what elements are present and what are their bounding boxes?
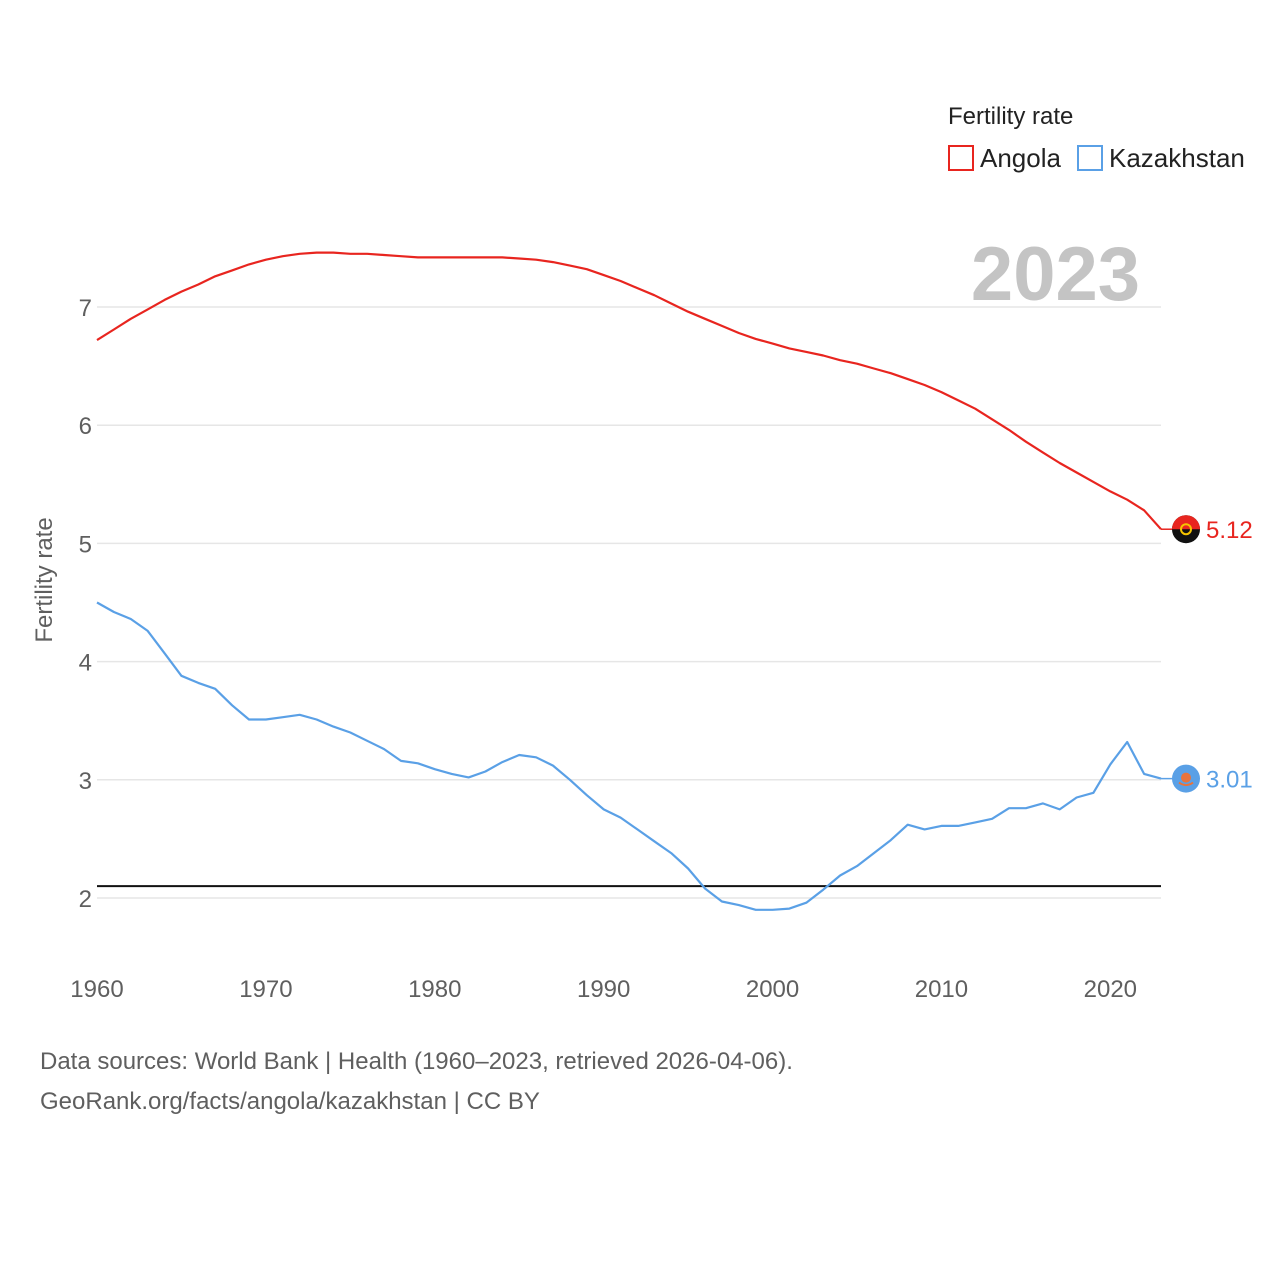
footer-source: Data sources: World Bank | Health (1960–… — [40, 1048, 793, 1075]
y-tick-label-4: 4 — [79, 650, 92, 677]
legend-entries: Angola Kazakhstan — [948, 143, 1245, 173]
grid-lines — [97, 306, 1161, 899]
y-tick-label-3: 3 — [79, 768, 92, 795]
y-tick-label-6: 6 — [79, 413, 92, 440]
x-axis-ticks: 1960 1970 1980 1990 2000 2010 2020 — [70, 976, 1137, 1003]
series-line-kazakhstan — [96, 601, 1162, 911]
x-tick-label-2020: 2020 — [1084, 976, 1137, 1003]
legend-label-kazakhstan: Kazakhstan — [1109, 143, 1245, 173]
x-tick-label-2010: 2010 — [915, 976, 968, 1003]
footer-license: GeoRank.org/facts/angola/kazakhstan | CC… — [40, 1088, 540, 1115]
legend: Fertility rate Angola Kazakhstan — [948, 103, 1245, 173]
legend-title: Fertility rate — [948, 103, 1073, 130]
x-tick-label-1990: 1990 — [577, 976, 630, 1003]
angola-flag-marker — [1172, 515, 1200, 544]
legend-label-angola: Angola — [980, 143, 1061, 173]
end-markers: 5.12 3.01 — [1161, 515, 1253, 794]
legend-swatch-kazakhstan — [1077, 145, 1103, 171]
y-tick-label-5: 5 — [79, 531, 92, 558]
year-overlay: 2023 — [971, 232, 1140, 317]
legend-entry-angola: Angola — [948, 143, 1061, 173]
y-tick-label-2: 2 — [79, 886, 92, 913]
series-line-angola — [96, 251, 1162, 530]
y-axis-ticks: 2 3 4 5 6 7 — [79, 295, 92, 913]
kazakhstan-flag-marker — [1172, 764, 1200, 793]
series-lines — [96, 251, 1162, 911]
legend-swatch-angola — [948, 145, 974, 171]
end-value-label-angola: 5.12 — [1206, 517, 1253, 544]
x-tick-label-1970: 1970 — [239, 976, 292, 1003]
y-tick-label-7: 7 — [79, 295, 92, 322]
x-tick-label-1980: 1980 — [408, 976, 461, 1003]
x-tick-label-1960: 1960 — [70, 976, 123, 1003]
legend-entry-kazakhstan: Kazakhstan — [1077, 143, 1245, 173]
y-axis-title: Fertility rate — [31, 517, 58, 642]
x-tick-label-2000: 2000 — [746, 976, 799, 1003]
end-value-label-kazakhstan: 3.01 — [1206, 767, 1253, 794]
